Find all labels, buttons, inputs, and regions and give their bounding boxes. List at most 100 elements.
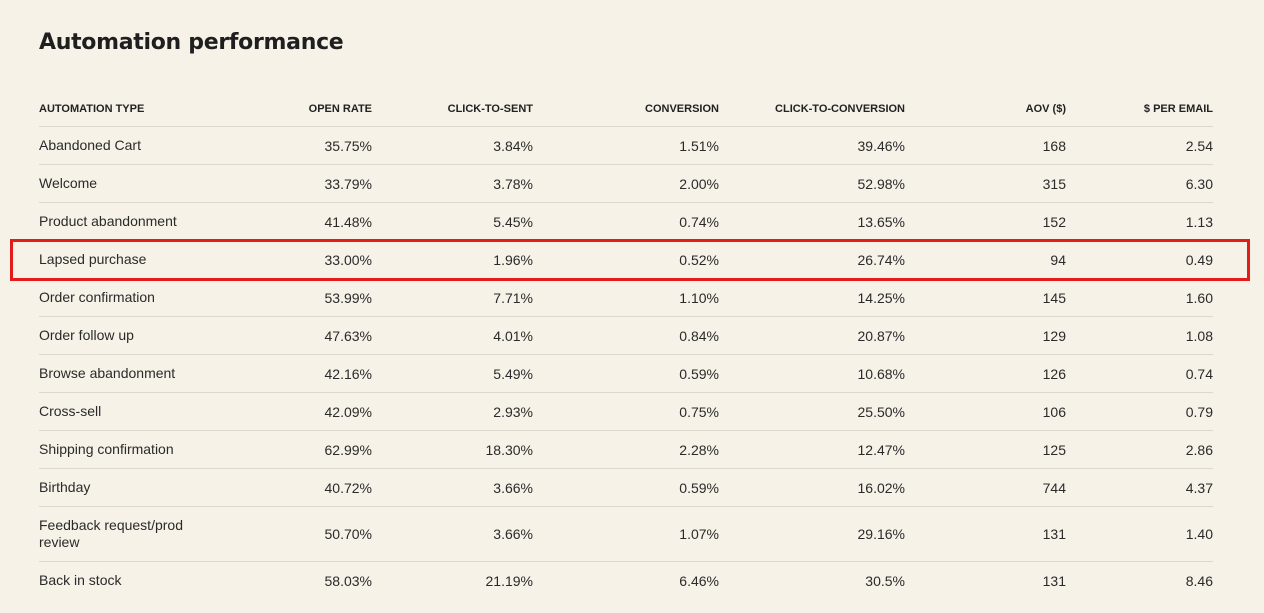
cell-text: 3.66% — [493, 526, 533, 542]
cell-text: 168 — [1042, 137, 1066, 154]
cell-open-rate: 33.79% — [239, 164, 372, 203]
cell-text: 3.66% — [493, 479, 533, 496]
cell-conversion: 2.28% — [533, 430, 719, 469]
cell-per-email: 1.08 — [1066, 316, 1213, 355]
cell-text: 13.65% — [857, 213, 905, 230]
cell-text: Order follow up — [39, 327, 134, 343]
cell-click-to-sent: 21.19% — [372, 562, 533, 600]
cell-click-to-conversion: 30.5% — [719, 562, 905, 600]
cell-aov: 168 — [905, 126, 1066, 165]
cell-click-to-sent: 3.84% — [372, 126, 533, 165]
cell-click-to-sent: 3.66% — [372, 468, 533, 507]
table-row: Birthday 40.72% 3.66% 0.59% 16.02% 744 4.37 — [39, 468, 1213, 507]
cell-click-to-sent: 5.49% — [372, 354, 533, 393]
cell-click-to-conversion: 16.02% — [719, 468, 905, 507]
cell-type: Cross-sell — [39, 392, 239, 431]
cell-text: Abandoned Cart — [39, 137, 141, 153]
cell-text: 152 — [1042, 213, 1066, 230]
cell-text: 30.5% — [865, 572, 905, 589]
cell-text: 42.16% — [324, 365, 372, 382]
cell-conversion: 2.00% — [533, 164, 719, 203]
cell-text: 131 — [1042, 526, 1066, 542]
cell-text: 0.59% — [679, 365, 719, 382]
cell-text: 53.99% — [324, 289, 372, 306]
cell-text: 33.00% — [324, 251, 372, 268]
cell-text: 10.68% — [857, 365, 905, 382]
cell-click-to-sent: 4.01% — [372, 316, 533, 355]
cell-click-to-sent: 3.78% — [372, 164, 533, 203]
cell-click-to-conversion: 20.87% — [719, 316, 905, 355]
table-row: Order follow up 47.63% 4.01% 0.84% 20.87% 129… — [39, 316, 1213, 355]
cell-type: Feedback request/prod review — [39, 506, 239, 562]
cell-text: 4.01% — [493, 327, 533, 344]
cell-text: 1.10% — [679, 289, 719, 306]
cell-text: 8.46 — [1185, 572, 1213, 589]
cell-aov: 125 — [905, 430, 1066, 469]
cell-text: 94 — [1050, 251, 1066, 268]
cell-open-rate: 33.00% — [239, 240, 372, 279]
cell-click-to-sent: 2.93% — [372, 392, 533, 431]
cell-open-rate: 41.48% — [239, 202, 372, 241]
cell-text: 0.75% — [679, 403, 719, 420]
cell-text: 41.48% — [324, 213, 372, 230]
column-header-per-email: $ PER EMAIL — [1066, 92, 1213, 127]
cell-text: 0.74% — [679, 213, 719, 230]
column-header-aov: AOV ($) — [905, 92, 1066, 127]
cell-open-rate: 40.72% — [239, 468, 372, 507]
cell-text: 3.84% — [493, 137, 533, 154]
cell-text: 4.37 — [1185, 479, 1213, 496]
cell-text: 1.08 — [1185, 327, 1213, 344]
cell-text: 126 — [1042, 365, 1066, 382]
cell-click-to-conversion: 39.46% — [719, 126, 905, 165]
column-header-automation-type: AUTOMATION TYPE — [39, 92, 239, 127]
table-header-row: AUTOMATION TYPE OPEN RATE CLICK-TO-SENT … — [39, 92, 1213, 127]
column-header-click-to-sent: CLICK-TO-SENT — [372, 92, 533, 127]
cell-click-to-conversion: 52.98% — [719, 164, 905, 203]
cell-text: 16.02% — [857, 479, 905, 496]
cell-per-email: 1.60 — [1066, 278, 1213, 317]
cell-conversion: 0.59% — [533, 468, 719, 507]
cell-text: 1.07% — [679, 526, 719, 542]
cell-type: Back in stock — [39, 562, 239, 600]
cell-text: 2.86 — [1185, 441, 1213, 458]
table-row: Lapsed purchase 33.00% 1.96% 0.52% 26.74% 94 0… — [39, 240, 1213, 279]
cell-click-to-conversion: 25.50% — [719, 392, 905, 431]
cell-text: Shipping confirmation — [39, 441, 174, 457]
cell-text: 0.84% — [679, 327, 719, 344]
cell-text: 125 — [1042, 441, 1066, 458]
cell-conversion: 0.84% — [533, 316, 719, 355]
cell-click-to-conversion: 14.25% — [719, 278, 905, 317]
cell-type: Birthday — [39, 468, 239, 507]
cell-text: 0.49 — [1185, 251, 1213, 268]
cell-text: Lapsed purchase — [39, 251, 147, 267]
cell-text: 62.99% — [324, 441, 372, 458]
cell-text: 1.96% — [493, 251, 533, 268]
cell-text: 58.03% — [324, 572, 372, 589]
cell-per-email: 6.30 — [1066, 164, 1213, 203]
cell-aov: 152 — [905, 202, 1066, 241]
cell-aov: 145 — [905, 278, 1066, 317]
cell-text: 3.78% — [493, 175, 533, 192]
cell-click-to-sent: 1.96% — [372, 240, 533, 279]
cell-type: Shipping confirmation — [39, 430, 239, 469]
cell-aov: 126 — [905, 354, 1066, 393]
cell-text: 12.47% — [857, 441, 905, 458]
cell-type: Browse abandonment — [39, 354, 239, 393]
table-row: Order confirmation 53.99% 7.71% 1.10% 14.25%… — [39, 278, 1213, 317]
cell-per-email: 2.86 — [1066, 430, 1213, 469]
table-row: Browse abandonment 42.16% 5.49% 0.59% 10.68%… — [39, 354, 1213, 393]
cell-text: Browse abandonment — [39, 365, 176, 381]
cell-text: Order confirmation — [39, 289, 155, 305]
cell-click-to-sent: 18.30% — [372, 430, 533, 469]
cell-text: 6.30 — [1185, 175, 1213, 192]
table-row: Abandoned Cart 35.75% 3.84% 1.51% 39.46% 168 2… — [39, 126, 1213, 165]
cell-text: 129 — [1042, 327, 1066, 344]
cell-click-to-conversion: 10.68% — [719, 354, 905, 393]
cell-text: 50.70% — [324, 526, 372, 542]
cell-conversion: 0.74% — [533, 202, 719, 241]
cell-per-email: 0.79 — [1066, 392, 1213, 431]
cell-open-rate: 42.16% — [239, 354, 372, 393]
cell-per-email: 8.46 — [1066, 562, 1213, 600]
cell-type: Abandoned Cart — [39, 126, 239, 165]
cell-open-rate: 42.09% — [239, 392, 372, 431]
